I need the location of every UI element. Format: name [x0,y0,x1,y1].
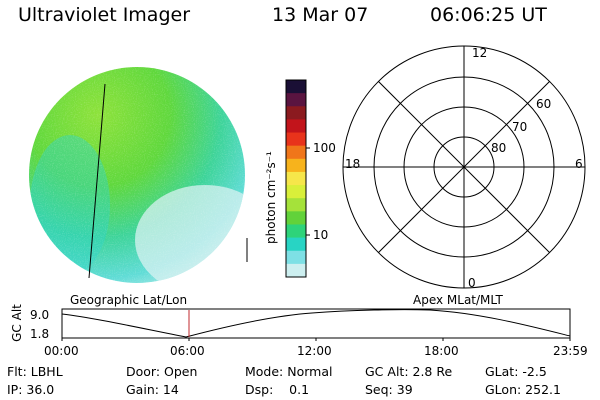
info-gc-alt: GC Alt: 2.8 Re [365,364,453,379]
observation-time: 06:06:25 UT [430,4,547,26]
x-tick-1800: 18:00 [424,344,459,358]
colorbar-segment [286,158,306,173]
colorbar-segment [286,93,306,107]
x-tick-2359: 23:59 [553,344,588,358]
app-title: Ultraviolet Imager [18,4,191,26]
mlt-label-6: 6 [575,157,583,171]
altitude-curve [61,309,571,338]
mlat-label-70: 70 [512,120,528,134]
colorbar-segment [286,237,306,252]
altitude-plot-frame [61,308,571,339]
colorbar-segment [286,145,306,160]
image-panel-label: Geographic Lat/Lon [70,293,188,307]
colorbar-segment [286,198,306,212]
x-tick-1200: 12:00 [297,344,332,358]
polar-panel-label: Apex MLat/MLT [413,293,503,307]
colorbar-segment [286,250,306,265]
mlt-label-18: 18 [345,157,361,171]
observation-date: 13 Mar 07 [272,4,369,26]
colorbar-segment [286,132,306,147]
terminator-line [88,83,106,279]
altitude-y-label: GC Alt [10,304,24,342]
colorbar-segment [286,80,306,94]
colorbar-segment [286,211,306,225]
colorbar-frame [285,79,307,278]
info-glat: GLat: -2.5 [485,364,547,379]
disk-noise [29,67,245,283]
colorbar-tick-100: 100 [313,141,336,155]
x-tick-0600: 06:00 [170,344,205,358]
colorbar-segment [286,263,306,278]
info-gain: Gain: 14 [126,382,179,397]
altitude-y-tick-9: 9.0 [30,308,50,322]
info-glon: GLon: 252.1 [485,382,561,397]
colorbar-segment [286,119,306,134]
info-seq: Seq: 39 [365,382,413,397]
info-filter: Flt: LBHL [7,364,63,379]
colorbar-segment [286,171,306,186]
mlat-label-80: 80 [491,141,507,155]
altitude-y-tick-1-8: 1.8 [30,327,50,341]
info-door: Door: Open [126,364,198,379]
mlt-label-12: 12 [472,46,488,60]
altitude-x-ticks [61,338,571,341]
colorbar-segment [286,185,306,199]
polar-diag-2 [378,81,550,253]
info-dsp: Dsp: 0.1 [245,382,310,397]
colorbar-segment [286,106,306,120]
info-ip: IP: 36.0 [7,382,55,397]
mlat-label-60: 60 [536,97,552,111]
colorbar-tick-10: 10 [313,228,329,242]
x-tick-0000: 00:00 [44,344,79,358]
colorbar-segment [286,224,306,239]
mlt-label-0: 0 [468,276,476,290]
info-mode: Mode: Normal [245,364,333,379]
